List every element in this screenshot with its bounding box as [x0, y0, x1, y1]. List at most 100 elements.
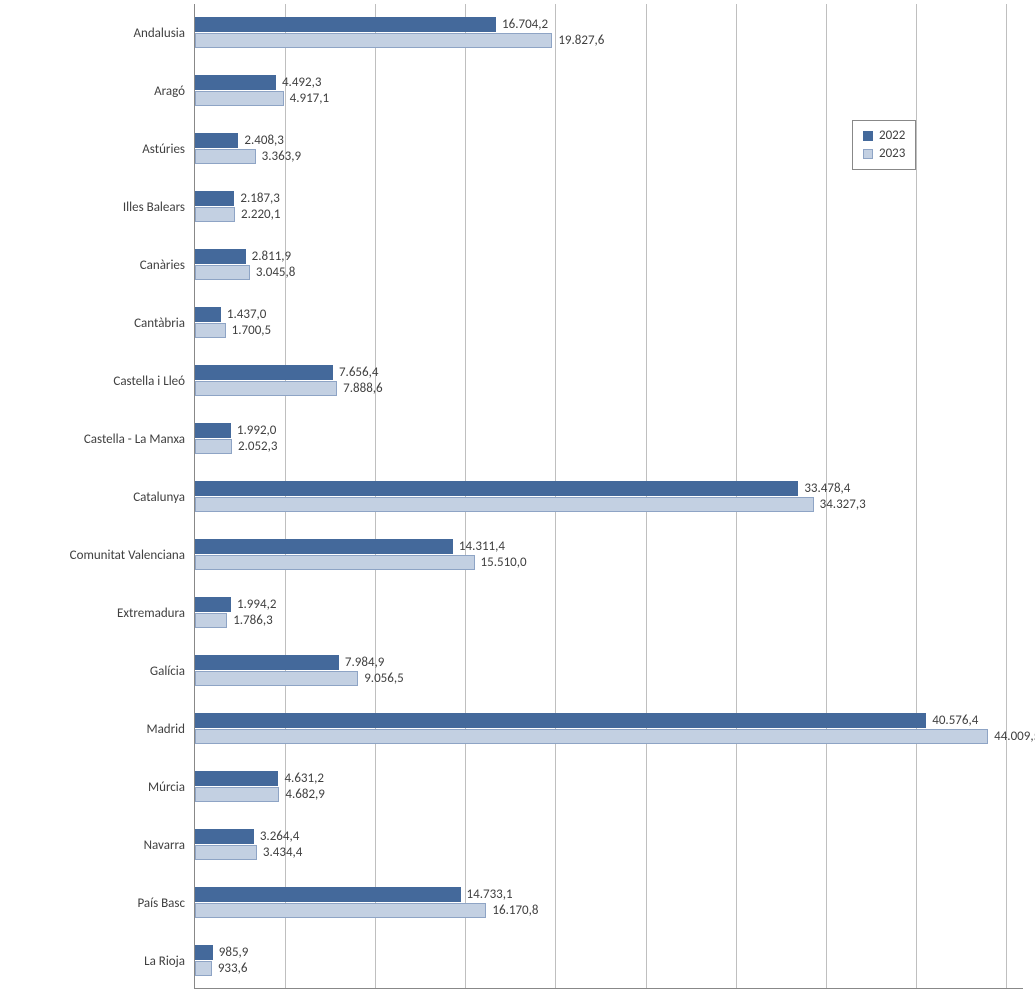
bar-value-label: 9.056,5	[364, 671, 403, 686]
bar	[195, 671, 358, 686]
bar	[195, 787, 279, 802]
bar-value-label: 4.631,2	[284, 771, 323, 786]
bar-value-label: 14.311,4	[459, 539, 505, 554]
bar	[195, 91, 284, 106]
bar-value-label: 33.478,4	[804, 481, 850, 496]
bar	[195, 133, 238, 148]
bar-value-label: 4.492,3	[282, 75, 321, 90]
bar	[195, 887, 461, 902]
bar-value-label: 7.888,6	[343, 381, 382, 396]
category-label: Comunitat Valenciana	[70, 548, 195, 563]
bar	[195, 33, 552, 48]
category-group: Madrid40.576,444.009,5	[195, 700, 1023, 758]
legend: 20222023	[852, 120, 916, 170]
category-group: País Basc14.733,116.170,8	[195, 874, 1023, 932]
bar-value-label: 3.045,8	[256, 265, 295, 280]
bar-value-label: 16.704,2	[502, 17, 548, 32]
bar	[195, 713, 926, 728]
bar-value-label: 16.170,8	[492, 903, 538, 918]
bar	[195, 829, 254, 844]
bar	[195, 555, 475, 570]
bar	[195, 75, 276, 90]
bar-value-label: 40.576,4	[932, 713, 978, 728]
bar-value-label: 3.363,9	[262, 149, 301, 164]
bar-value-label: 2.220,1	[241, 207, 280, 222]
bar-value-label: 1.786,3	[233, 613, 272, 628]
bar-value-label: 1.437,0	[227, 307, 266, 322]
bar	[195, 845, 257, 860]
bar-value-label: 2.187,3	[240, 191, 279, 206]
bar	[195, 323, 226, 338]
bar-value-label: 44.009,5	[994, 729, 1035, 744]
bar-value-label: 1.992,0	[237, 423, 276, 438]
bar	[195, 903, 486, 918]
bar-value-label: 985,9	[219, 945, 249, 960]
bar	[195, 17, 496, 32]
bar	[195, 249, 246, 264]
bar-value-label: 15.510,0	[481, 555, 527, 570]
bar	[195, 381, 337, 396]
category-label: País Basc	[137, 896, 195, 911]
category-group: Castella i Lleó7.656,47.888,6	[195, 352, 1023, 410]
legend-swatch	[863, 131, 873, 141]
category-label: Galícia	[150, 664, 195, 679]
category-group: Extremadura1.994,21.786,3	[195, 584, 1023, 642]
bar	[195, 207, 235, 222]
bar	[195, 481, 798, 496]
bar-value-label: 7.656,4	[339, 365, 378, 380]
category-group: Galícia7.984,99.056,5	[195, 642, 1023, 700]
bar-value-label: 3.264,4	[260, 829, 299, 844]
bar-value-label: 2.811,9	[252, 249, 291, 264]
bar	[195, 655, 339, 670]
category-group: Andalusia16.704,219.827,6	[195, 4, 1023, 62]
legend-swatch	[863, 149, 873, 159]
bar-value-label: 7.984,9	[345, 655, 384, 670]
category-group: Comunitat Valenciana14.311,415.510,0	[195, 526, 1023, 584]
bar	[195, 423, 231, 438]
category-label: Canàries	[140, 258, 195, 273]
bar-value-label: 19.827,6	[558, 33, 604, 48]
legend-label: 2022	[879, 127, 905, 145]
bar	[195, 307, 221, 322]
bar	[195, 191, 234, 206]
category-label: La Rioja	[144, 954, 195, 969]
category-label: Navarra	[144, 838, 195, 853]
bar	[195, 539, 453, 554]
category-group: Canàries2.811,93.045,8	[195, 236, 1023, 294]
category-group: Navarra3.264,43.434,4	[195, 816, 1023, 874]
bar	[195, 771, 278, 786]
category-label: Andalusia	[133, 26, 195, 41]
category-label: Extremadura	[117, 606, 195, 621]
category-group: Múrcia4.631,24.682,9	[195, 758, 1023, 816]
bar	[195, 439, 232, 454]
category-label: Cantàbria	[134, 316, 195, 331]
category-label: Múrcia	[148, 780, 195, 795]
legend-item: 2023	[863, 145, 905, 163]
bar	[195, 597, 231, 612]
bar	[195, 497, 814, 512]
category-label: Aragó	[154, 84, 195, 99]
bar-value-label: 1.994,2	[237, 597, 276, 612]
category-label: Catalunya	[133, 490, 195, 505]
bar	[195, 149, 256, 164]
bar-value-label: 3.434,4	[263, 845, 302, 860]
category-label: Castella - La Manxa	[84, 432, 195, 447]
bar-value-label: 4.682,9	[285, 787, 324, 802]
chart-container: Andalusia16.704,219.827,6Aragó4.492,34.9…	[0, 0, 1035, 995]
legend-item: 2022	[863, 127, 905, 145]
category-group: Catalunya33.478,434.327,3	[195, 468, 1023, 526]
bar-value-label: 2.408,3	[244, 133, 283, 148]
bar-value-label: 14.733,1	[467, 887, 513, 902]
category-group: Castella - La Manxa1.992,02.052,3	[195, 410, 1023, 468]
bar	[195, 365, 333, 380]
category-label: Madrid	[146, 722, 195, 737]
bar-value-label: 1.700,5	[232, 323, 271, 338]
bar	[195, 961, 212, 976]
category-group: La Rioja985,9933,6	[195, 932, 1023, 990]
bar-value-label: 2.052,3	[238, 439, 277, 454]
legend-label: 2023	[879, 145, 905, 163]
bar-value-label: 933,6	[218, 961, 248, 976]
bar	[195, 729, 988, 744]
bar-value-label: 34.327,3	[820, 497, 866, 512]
category-label: Castella i Lleó	[113, 374, 195, 389]
